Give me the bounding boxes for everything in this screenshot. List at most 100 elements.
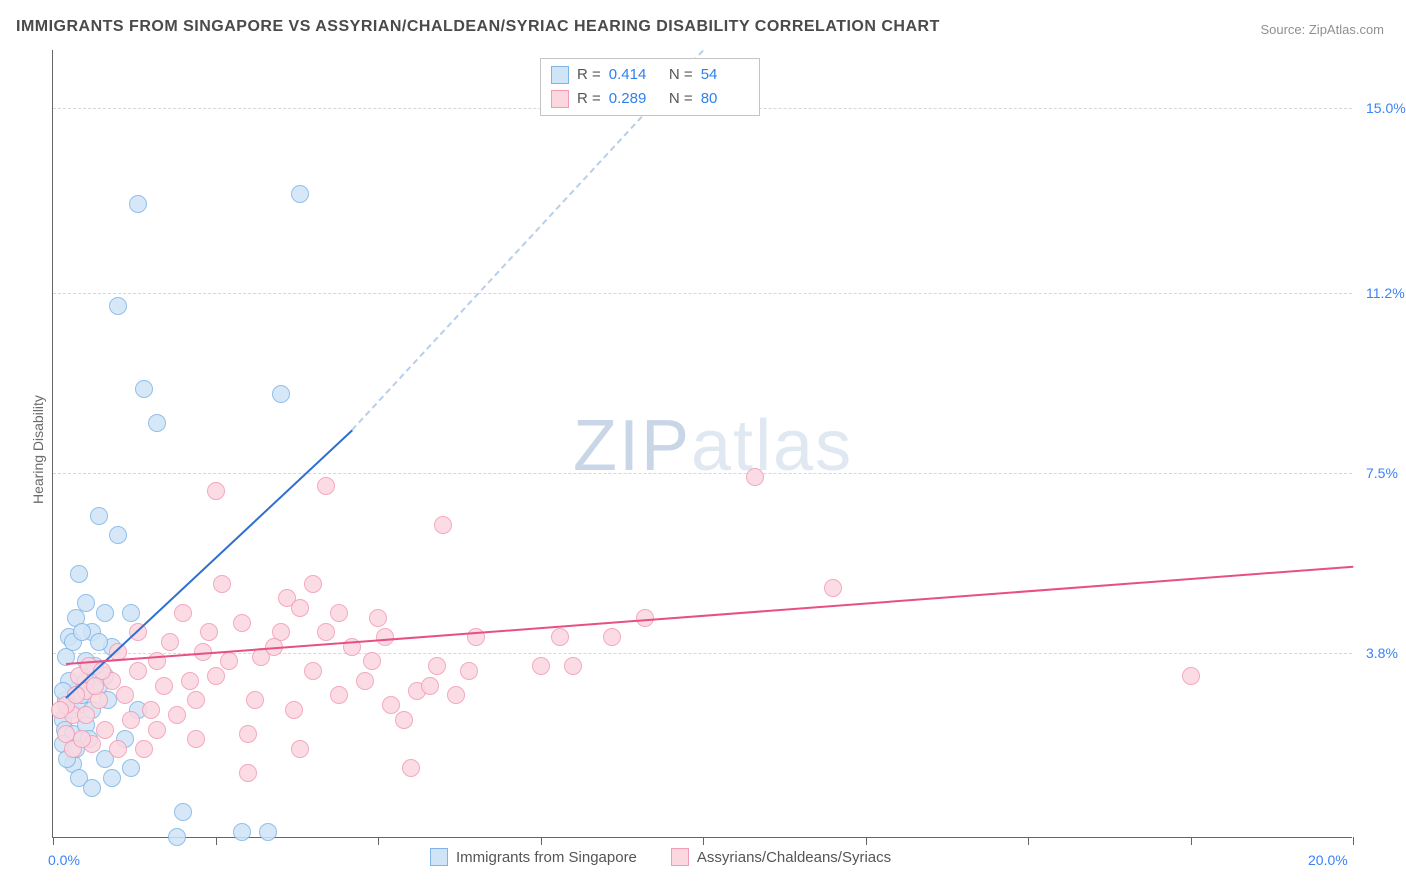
- scatter-point: [96, 721, 114, 739]
- watermark: ZIPatlas: [573, 405, 853, 487]
- stat-r-value: 0.414: [609, 63, 657, 87]
- scatter-point: [824, 579, 842, 597]
- scatter-point: [369, 609, 387, 627]
- scatter-point: [161, 633, 179, 651]
- scatter-point: [291, 599, 309, 617]
- scatter-point: [421, 677, 439, 695]
- scatter-point: [129, 195, 147, 213]
- stat-n-value: 54: [701, 63, 749, 87]
- scatter-point: [174, 604, 192, 622]
- gridline: [53, 293, 1352, 294]
- legend-swatch: [671, 848, 689, 866]
- y-tick-label: 15.0%: [1366, 100, 1406, 116]
- scatter-point: [109, 740, 127, 758]
- x-tick: [1353, 837, 1354, 845]
- scatter-point: [285, 701, 303, 719]
- scatter-point: [330, 604, 348, 622]
- scatter-point: [168, 828, 186, 846]
- stat-r-key: R =: [577, 63, 601, 87]
- gridline: [53, 473, 1352, 474]
- scatter-point: [187, 730, 205, 748]
- scatter-point: [109, 526, 127, 544]
- scatter-point: [135, 740, 153, 758]
- correlation-stats-box: R =0.414 N =54R =0.289 N =80: [540, 58, 760, 116]
- scatter-point: [90, 633, 108, 651]
- legend-label: Assyrians/Chaldeans/Syriacs: [697, 849, 891, 866]
- scatter-point: [122, 711, 140, 729]
- x-tick: [378, 837, 379, 845]
- scatter-point: [428, 657, 446, 675]
- x-axis-max-label: 20.0%: [1308, 852, 1348, 868]
- y-axis-label: Hearing Disability: [30, 395, 46, 504]
- stat-r-key: R =: [577, 87, 601, 111]
- scatter-point: [356, 672, 374, 690]
- scatter-point: [239, 764, 257, 782]
- y-tick-label: 3.8%: [1366, 645, 1398, 661]
- scatter-point: [317, 623, 335, 641]
- scatter-point: [187, 691, 205, 709]
- x-tick: [1028, 837, 1029, 845]
- scatter-point: [460, 662, 478, 680]
- scatter-point: [317, 477, 335, 495]
- scatter-point: [291, 185, 309, 203]
- scatter-point: [70, 565, 88, 583]
- plot-area: ZIPatlas: [52, 50, 1352, 838]
- y-tick-label: 11.2%: [1366, 285, 1405, 301]
- scatter-point: [233, 614, 251, 632]
- x-tick: [541, 837, 542, 845]
- scatter-point: [122, 759, 140, 777]
- scatter-point: [259, 823, 277, 841]
- scatter-point: [233, 823, 251, 841]
- scatter-point: [746, 468, 764, 486]
- scatter-point: [239, 725, 257, 743]
- x-tick: [216, 837, 217, 845]
- stats-row: R =0.289 N =80: [551, 87, 749, 111]
- scatter-point: [636, 609, 654, 627]
- scatter-point: [532, 657, 550, 675]
- scatter-point: [376, 628, 394, 646]
- scatter-point: [363, 652, 381, 670]
- gridline: [53, 653, 1352, 654]
- series-swatch: [551, 90, 569, 108]
- scatter-point: [148, 721, 166, 739]
- x-tick: [703, 837, 704, 845]
- scatter-point: [220, 652, 238, 670]
- scatter-point: [272, 385, 290, 403]
- scatter-point: [96, 604, 114, 622]
- legend-item: Immigrants from Singapore: [430, 848, 637, 866]
- scatter-point: [148, 414, 166, 432]
- scatter-point: [103, 769, 121, 787]
- scatter-point: [83, 779, 101, 797]
- scatter-point: [181, 672, 199, 690]
- scatter-point: [73, 730, 91, 748]
- scatter-point: [382, 696, 400, 714]
- scatter-point: [168, 706, 186, 724]
- x-axis-min-label: 0.0%: [48, 852, 80, 868]
- scatter-point: [174, 803, 192, 821]
- scatter-point: [402, 759, 420, 777]
- scatter-point: [246, 691, 264, 709]
- x-tick: [53, 837, 54, 845]
- scatter-point: [142, 701, 160, 719]
- trend-line: [66, 566, 1353, 665]
- scatter-point: [551, 628, 569, 646]
- scatter-point: [447, 686, 465, 704]
- stat-n-key: N =: [665, 63, 693, 87]
- scatter-point: [200, 623, 218, 641]
- scatter-point: [213, 575, 231, 593]
- scatter-point: [291, 740, 309, 758]
- legend-swatch: [430, 848, 448, 866]
- scatter-point: [86, 677, 104, 695]
- scatter-point: [603, 628, 621, 646]
- stat-r-value: 0.289: [609, 87, 657, 111]
- x-tick: [866, 837, 867, 845]
- scatter-point: [207, 667, 225, 685]
- legend-label: Immigrants from Singapore: [456, 849, 637, 866]
- stats-row: R = 0.414 N = 54: [551, 63, 749, 87]
- series-swatch: [551, 66, 569, 84]
- scatter-point: [155, 677, 173, 695]
- scatter-point: [434, 516, 452, 534]
- x-tick: [1191, 837, 1192, 845]
- scatter-point: [330, 686, 348, 704]
- scatter-point: [304, 662, 322, 680]
